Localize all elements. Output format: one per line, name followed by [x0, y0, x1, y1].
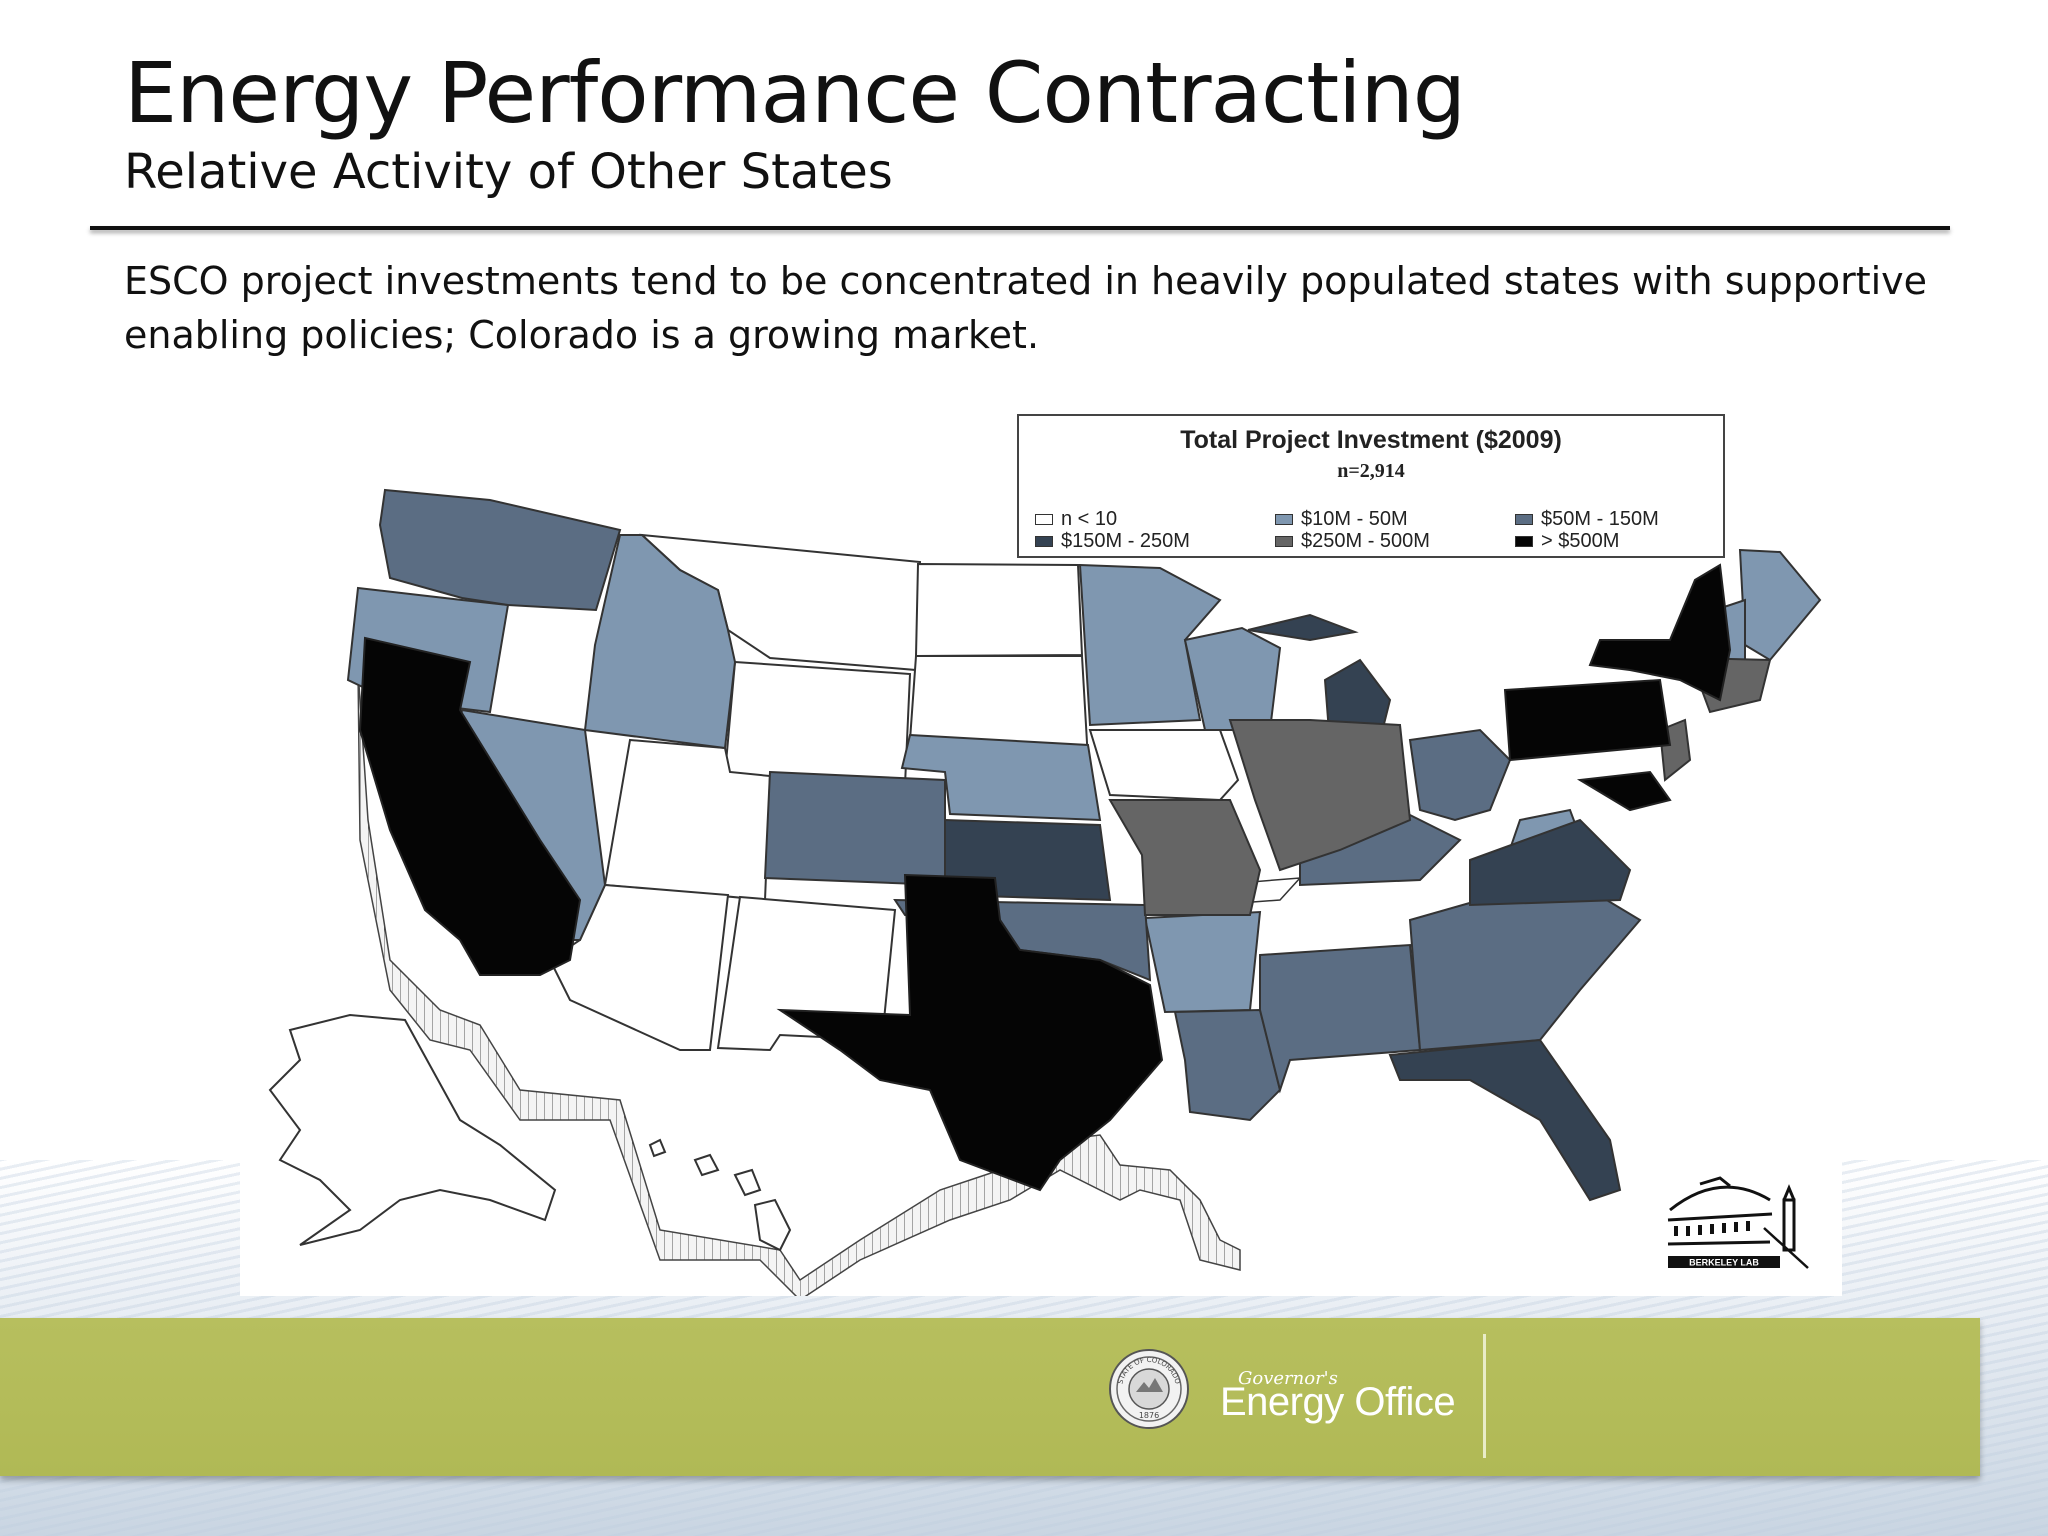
- legend-item: n < 10: [1035, 508, 1117, 531]
- legend-label: $50M - 150M: [1541, 508, 1659, 530]
- legend-label: $250M - 500M: [1301, 530, 1430, 552]
- state-wisconsin: [1183, 626, 1282, 731]
- legend-label: $150M - 250M: [1061, 530, 1190, 552]
- state-north-dakota: [914, 562, 1084, 658]
- legend-item: $250M - 500M: [1275, 530, 1430, 553]
- state-mississippi-alabama: [1259, 943, 1422, 1094]
- map-legend: Total Project Investment ($2009) n=2,914…: [1017, 414, 1725, 558]
- slide-title: Energy Performance Contracting: [124, 44, 1466, 142]
- us-map-svg: [268, 488, 1822, 1296]
- legend-swatch-slate-blue: [1515, 514, 1533, 525]
- legend-title: Total Project Investment ($2009): [1180, 426, 1562, 454]
- state-washington: [378, 488, 622, 612]
- state-wyoming: [723, 660, 912, 787]
- legend-item: > $500M: [1515, 530, 1619, 553]
- seal-year: 1876: [1139, 1411, 1159, 1420]
- state-pennsylvania: [1503, 678, 1672, 762]
- state-nebraska: [900, 733, 1102, 822]
- state-maryland: [1576, 770, 1672, 812]
- legend-sample-size: n=2,914: [1337, 460, 1405, 482]
- state-ohio: [1408, 728, 1512, 822]
- state-alaska: [268, 1013, 557, 1246]
- legend-item: $10M - 50M: [1275, 508, 1408, 531]
- legend-swatch-light-blue: [1275, 514, 1293, 525]
- state-hawaii: [648, 1138, 792, 1252]
- state-florida: [1388, 1038, 1622, 1202]
- state-missouri: [1108, 799, 1262, 916]
- legend-swatch-black: [1515, 536, 1533, 547]
- legend-label: > $500M: [1541, 530, 1620, 552]
- title-divider: [90, 226, 1950, 230]
- legend-label: $10M - 50M: [1301, 508, 1408, 530]
- state-california: [358, 636, 582, 976]
- state-arkansas: [1143, 910, 1262, 1014]
- state-colorado: [763, 770, 946, 887]
- legend-swatch-white: [1035, 514, 1053, 525]
- colorado-seal-icon: STATE OF COLORADO 1876: [1109, 1349, 1189, 1429]
- slide-body-text: ESCO project investments tend to be conc…: [124, 259, 1928, 357]
- footer-divider: [1483, 1334, 1486, 1458]
- footer-governors-label: Governor's: [1238, 1368, 1338, 1389]
- state-virginia: [1469, 818, 1632, 907]
- slide-subtitle: Relative Activity of Other States: [124, 144, 893, 200]
- legend-swatch-dark-slate: [1035, 536, 1053, 547]
- footer-band: [0, 1318, 1980, 1476]
- state-georgia-carolinas: [1408, 888, 1642, 1052]
- state-maine: [1738, 548, 1822, 662]
- map-extrusion-wall: [357, 669, 1241, 1296]
- state-new-york: [1588, 563, 1732, 702]
- berkeley-lab-logo: BERKELEY LAB: [1667, 1176, 1809, 1269]
- state-arizona: [548, 883, 730, 1051]
- berkeley-lab-label: BERKELEY LAB: [1689, 1258, 1759, 1268]
- legend-label: n < 10: [1061, 508, 1118, 530]
- state-idaho: [583, 534, 737, 750]
- state-iowa: [1088, 729, 1240, 802]
- legend-item: $150M - 250M: [1035, 530, 1190, 553]
- state-illinois-indiana: [1228, 719, 1412, 872]
- legend-swatch-gray: [1275, 536, 1293, 547]
- legend-item: $50M - 150M: [1515, 508, 1659, 531]
- footer-energy-office-label: Energy Office: [1220, 1380, 1456, 1424]
- state-texas: [776, 873, 1164, 1192]
